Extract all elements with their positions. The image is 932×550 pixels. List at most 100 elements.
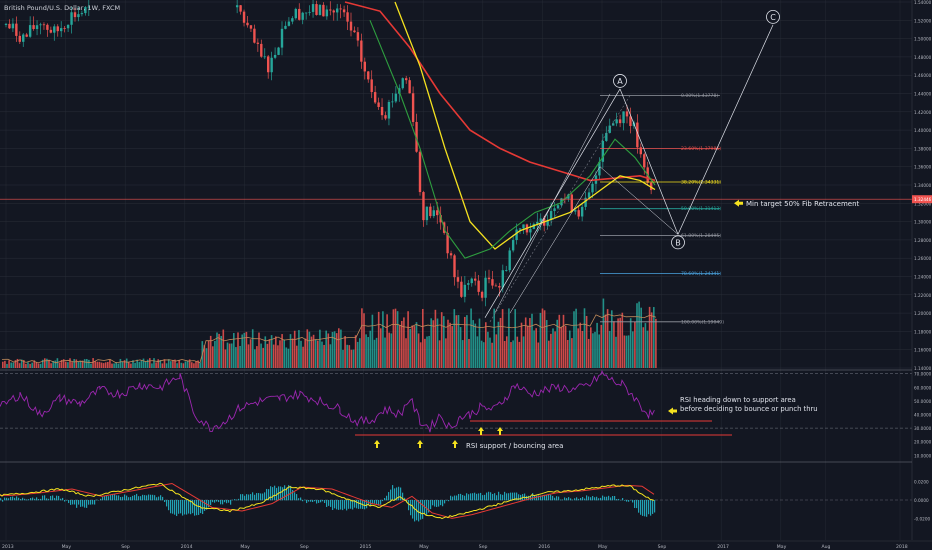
macd-histogram-bar: [616, 499, 618, 501]
macd-histogram-bar: [46, 498, 48, 501]
volume-bar: [4, 360, 6, 368]
volume-bar: [453, 309, 456, 368]
macd-histogram-bar: [528, 495, 530, 501]
price-tick-label: 1.52000: [914, 18, 932, 23]
macd-histogram-bar: [468, 494, 470, 501]
macd-histogram-bar: [488, 491, 490, 501]
macd-histogram-bar: [518, 494, 520, 501]
macd-histogram-bar: [64, 500, 66, 502]
macd-histogram-bar: [268, 489, 270, 501]
price-candles[interactable]: [4, 0, 653, 307]
wave-line: [494, 93, 611, 313]
macd-pane[interactable]: [0, 482, 912, 522]
macd-histogram-bar: [602, 495, 604, 501]
candle-body: [411, 93, 415, 122]
volume-bar: [340, 329, 342, 368]
macd-histogram-bar: [176, 500, 178, 517]
volume-bar: [163, 359, 166, 368]
elliott-wave-lines[interactable]: A B C: [484, 9, 780, 318]
macd-histogram-bar: [198, 500, 200, 515]
volume-bar: [602, 298, 605, 368]
volume-bar: [434, 309, 437, 368]
macd-histogram-bar: [436, 500, 438, 508]
macd-histogram-bar: [90, 500, 92, 505]
candle-body: [515, 229, 518, 241]
macd-histogram-bar: [480, 492, 482, 501]
candle-body: [80, 13, 84, 15]
volume-bar: [520, 322, 523, 368]
candle-body: [53, 26, 56, 33]
price-tick-label: 1.34000: [914, 183, 932, 188]
volume-bar: [102, 363, 105, 368]
macd-histogram-bar: [146, 495, 148, 501]
macd-histogram-bar: [92, 500, 94, 505]
volume-bar: [178, 359, 180, 368]
macd-histogram-bar: [486, 492, 488, 501]
price-tick-label: 1.40000: [914, 128, 932, 133]
ma-green-line: [369, 20, 656, 259]
macd-histogram-bar: [262, 493, 264, 501]
volume-bar: [642, 327, 645, 368]
macd-histogram-bar: [586, 495, 588, 501]
macd-histogram-bar: [178, 500, 180, 514]
volume-bar: [644, 323, 647, 368]
volume-bar: [512, 340, 514, 368]
volume-bar: [115, 362, 117, 368]
candle-body: [553, 208, 556, 212]
time-tick-label: Sep: [121, 544, 130, 550]
volume-bar: [58, 362, 61, 368]
macd-histogram-bar: [62, 497, 64, 501]
macd-histogram-bar: [32, 497, 34, 501]
time-tick-label: May: [240, 544, 250, 550]
volume-bar: [611, 310, 613, 368]
volume-bar: [16, 358, 19, 368]
volume-bar: [23, 360, 25, 368]
macd-histogram-bar: [472, 493, 474, 501]
macd-histogram-bar: [366, 500, 368, 509]
volume-bar: [438, 340, 441, 368]
macd-histogram-bar: [354, 500, 356, 508]
volume-bar: [447, 319, 449, 368]
macd-histogram-bar: [644, 500, 646, 517]
volume-bar: [571, 338, 573, 368]
price-tick-label: 1.44000: [914, 92, 932, 97]
fib-trend-line: [489, 95, 631, 322]
volume-bar: [617, 318, 619, 368]
volume-bar: [182, 363, 185, 368]
volume-bar: [18, 363, 21, 368]
wave-c-label: C: [770, 13, 776, 22]
wave-b-circle: [671, 235, 685, 250]
candle-body: [253, 28, 256, 43]
volume-bar: [608, 330, 611, 368]
macd-histogram-bar: [550, 494, 552, 501]
price-tick-label: 1.24000: [914, 275, 932, 280]
macd-histogram-bar: [250, 494, 252, 501]
candle-body: [449, 253, 453, 256]
rsi-pane[interactable]: [0, 369, 912, 448]
volume-bar: [365, 334, 367, 368]
annotations[interactable]: Min target 50% Fib Retracement RSI headin…: [466, 199, 860, 450]
candle-body: [574, 210, 577, 212]
volume-bar: [396, 311, 399, 368]
volume-bar: [583, 308, 586, 368]
candle-body: [25, 34, 28, 37]
fib-retracement[interactable]: 0.00%(1.43778) 23.60%(1.37986) 38.20%(1.34…: [489, 93, 724, 325]
macd-histogram-bar: [506, 493, 508, 501]
candle-body: [263, 56, 266, 58]
volume-bar: [440, 312, 443, 368]
fib-level-label: 78.60%(1.24341): [681, 271, 721, 277]
macd-histogram-bar: [104, 495, 106, 501]
volume-bar: [251, 329, 254, 368]
volume-bar: [415, 322, 418, 368]
volume-bar: [180, 362, 183, 368]
volume-bar: [277, 345, 279, 368]
volume-bar: [323, 344, 325, 368]
volume-bar: [241, 334, 243, 368]
candle-body: [39, 24, 42, 26]
volume-bar: [575, 308, 577, 368]
volume-bar: [275, 336, 277, 368]
volume-bar: [548, 340, 550, 368]
fib-level-label: 38.20%(1.34331): [681, 179, 721, 185]
volume-bar: [625, 335, 628, 368]
